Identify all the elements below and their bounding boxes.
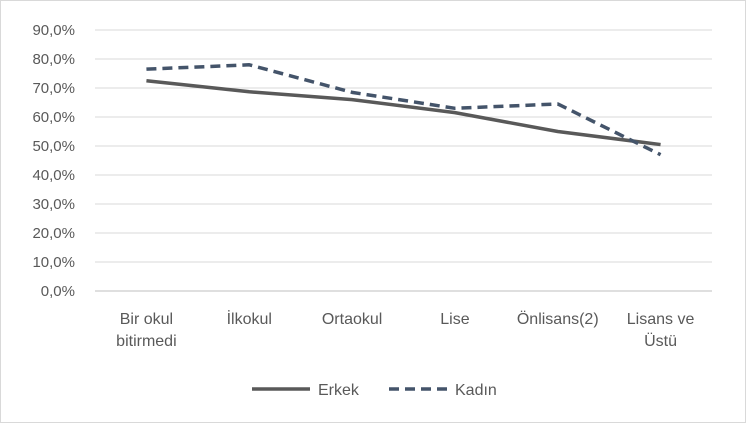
y-tick-label: 50,0% bbox=[32, 138, 75, 155]
x-category-label: Üstü bbox=[644, 332, 677, 350]
legend-label: Kadın bbox=[455, 382, 497, 399]
x-category-label: İlkokul bbox=[227, 309, 272, 328]
series-line-kadın bbox=[146, 63, 662, 157]
y-tick-label: 20,0% bbox=[32, 225, 75, 242]
legend: Erkek Kadın bbox=[252, 382, 497, 399]
y-tick-label: 10,0% bbox=[32, 254, 75, 271]
y-tick-label: 30,0% bbox=[32, 196, 75, 213]
x-category-label: bitirmedi bbox=[116, 333, 176, 350]
y-tick-label: 0,0% bbox=[41, 283, 75, 300]
x-axis-category-labels: Bir okul bitirmedi İlkokul Ortaokul Lise Önli… bbox=[116, 309, 694, 350]
x-category-label: Lise bbox=[440, 311, 469, 328]
x-category-label: Lisans ve bbox=[627, 311, 695, 328]
y-tick-label: 80,0% bbox=[32, 51, 75, 68]
x-category-label: Ortaokul bbox=[322, 311, 382, 328]
y-tick-label: 90,0% bbox=[32, 22, 75, 39]
x-category-label: Önlisans(2) bbox=[517, 310, 599, 328]
x-category-label: Bir okul bbox=[120, 311, 173, 328]
y-axis-tick-labels: 0,0% 10,0% 20,0% 30,0% 40,0% 50,0% 60,0% 70,0% 8… bbox=[32, 22, 75, 300]
y-tick-label: 70,0% bbox=[32, 80, 75, 97]
y-tick-label: 60,0% bbox=[32, 109, 75, 126]
series-line-erkek bbox=[146, 79, 661, 147]
y-tick-label: 40,0% bbox=[32, 167, 75, 184]
series-lines bbox=[146, 63, 662, 157]
legend-label: Erkek bbox=[318, 382, 360, 399]
gridlines bbox=[95, 29, 712, 292]
